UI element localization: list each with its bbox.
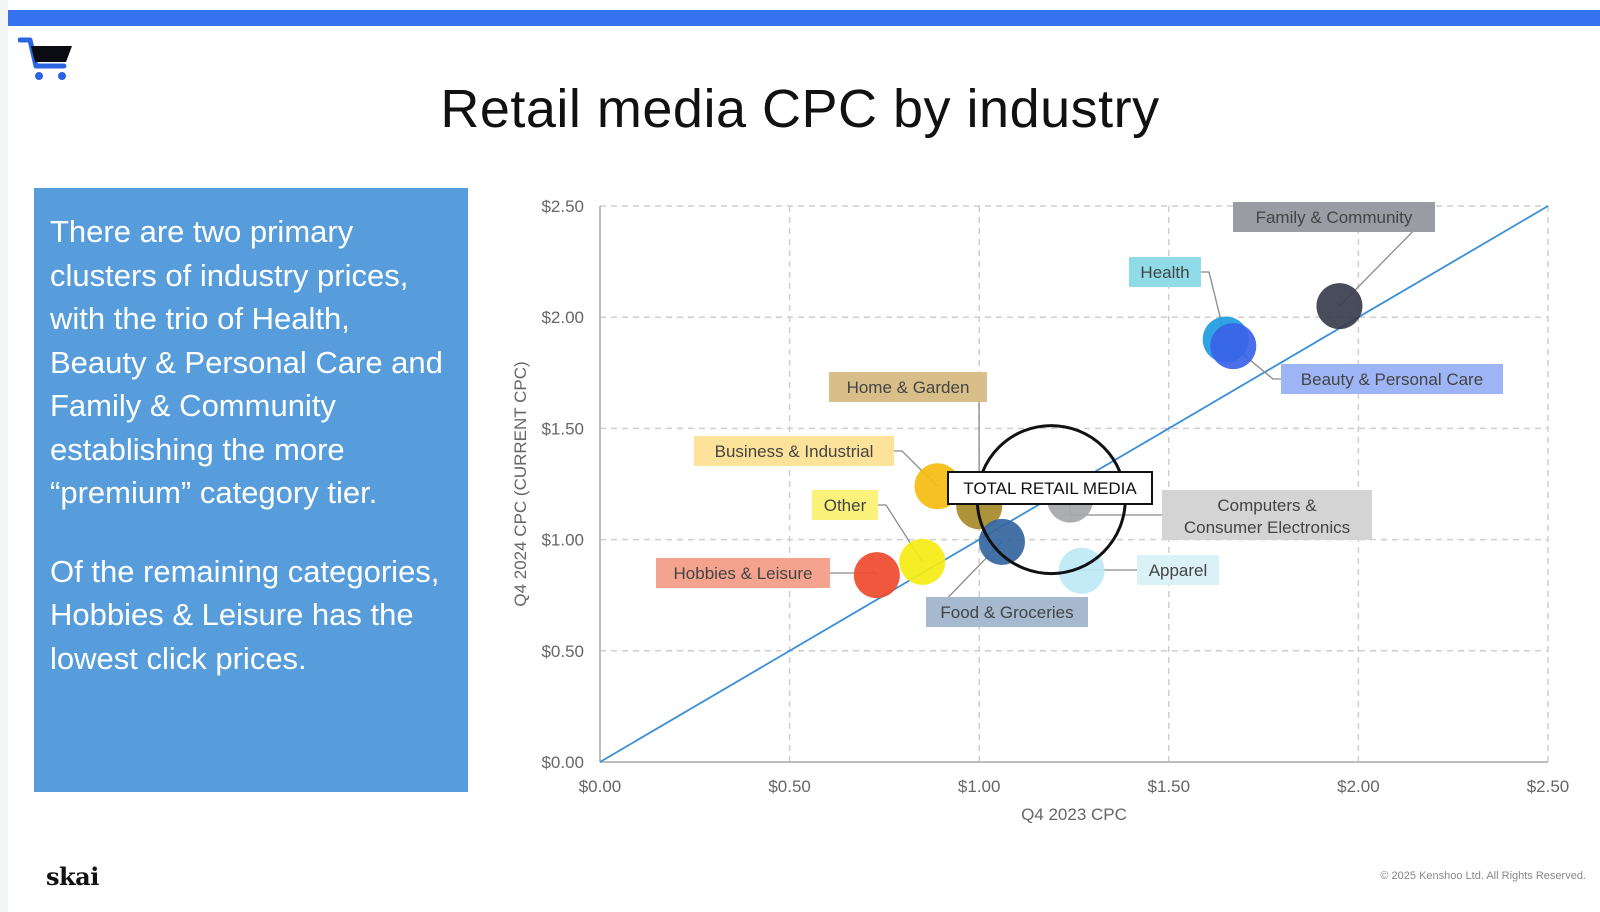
data-label-business-industrial: Business & Industrial [715, 442, 874, 461]
data-label-apparel: Apparel [1149, 561, 1208, 580]
data-label-hobbies-leisure: Hobbies & Leisure [674, 564, 813, 583]
insight-callout: There are two primary clusters of indust… [34, 188, 468, 792]
label-box-total-retail-media [947, 471, 1153, 505]
data-label-health: Health [1140, 263, 1189, 282]
bubble-beauty-personal-care [1210, 323, 1257, 370]
left-gutter [0, 0, 8, 912]
grid-layer [600, 205, 1549, 762]
bubble-food-groceries [978, 518, 1025, 565]
y-tick-label: $0.00 [541, 753, 584, 772]
label-box-other [812, 490, 878, 520]
data-label-other: Other [824, 496, 867, 515]
x-tick-label: $2.50 [1527, 777, 1570, 796]
bubble-family-community [1316, 283, 1363, 330]
y-tick-label: $0.50 [541, 642, 584, 661]
label-box-apparel [1137, 555, 1219, 585]
bubble-layer [853, 283, 1363, 599]
y-tick-label: $1.00 [541, 531, 584, 550]
brand-logo: skai [46, 862, 99, 891]
label-box-home-garden [829, 372, 987, 402]
x-tick-label: $1.50 [1148, 777, 1191, 796]
data-label-computers-consumer-electronics-line2: Consumer Electronics [1184, 518, 1350, 537]
callout-paragraph-1: There are two primary clusters of indust… [50, 214, 443, 510]
data-label-beauty-personal-care: Beauty & Personal Care [1301, 370, 1483, 389]
label-layer: Family & Community Health Beauty & Persona… [656, 202, 1503, 627]
label-box-beauty-personal-care [1281, 364, 1503, 394]
label-box-business-industrial [694, 436, 894, 466]
label-box-health [1129, 257, 1201, 287]
x-tick-label: $1.00 [958, 777, 1001, 796]
data-label-food-groceries: Food & Groceries [940, 603, 1073, 622]
y-tick-label: $1.50 [541, 419, 584, 438]
bubble-other [899, 538, 946, 585]
data-label-total-retail-media: TOTAL RETAIL MEDIA [963, 479, 1137, 498]
x-tick-label: $2.00 [1337, 777, 1380, 796]
x-tick-label: $0.00 [579, 777, 622, 796]
label-box-family-community [1233, 202, 1435, 232]
copyright-text: © 2025 Kenshoo Ltd. All Rights Reserved. [1380, 870, 1586, 882]
x-tick-label: $0.50 [768, 777, 811, 796]
data-label-family-community: Family & Community [1256, 208, 1413, 227]
label-box-food-groceries [926, 597, 1088, 627]
y-tick-label: $2.00 [541, 308, 584, 327]
data-label-computers-consumer-electronics-line1: Computers & [1217, 496, 1317, 515]
label-box-hobbies-leisure [656, 558, 830, 588]
label-box-computers-consumer-electronics [1162, 490, 1372, 540]
bubble-hobbies-leisure [853, 552, 900, 599]
callout-paragraph-2: Of the remaining categories, Hobbies & L… [50, 553, 440, 676]
y-tick-label: $2.50 [541, 197, 584, 216]
data-label-home-garden: Home & Garden [847, 378, 970, 397]
axis-layer: $0.00 $0.50 $1.00 $1.50 $2.00 $2.50 $0.00 $0.50… [511, 197, 1569, 824]
x-axis-title: Q4 2023 CPC [1021, 805, 1127, 824]
accent-bar [8, 10, 1600, 26]
leader-health [1201, 271, 1227, 340]
page-title: Retail media CPC by industry [440, 79, 1160, 139]
y-axis-title: Q4 2024 CPC (CURRENT CPC) [511, 361, 530, 606]
shopping-cart-icon [18, 37, 72, 80]
